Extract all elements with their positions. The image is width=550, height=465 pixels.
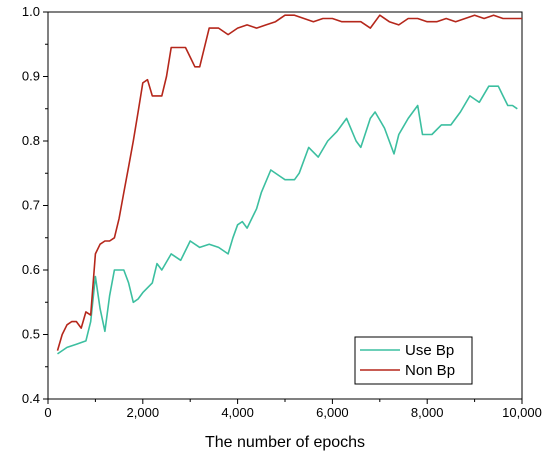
x-axis-title: The number of epochs — [205, 434, 365, 451]
x-tick-label: 2,000 — [127, 405, 160, 420]
series-line-use-bp — [57, 85, 518, 355]
axis-ticks: 0 2,000 4,000 6,000 8,000 10,000 0.4 0.5 0.6 0.7 0… — [22, 4, 542, 420]
series-line-non-bp — [56, 14, 522, 351]
series-lines — [56, 14, 522, 355]
legend-label-use-bp: Use Bp — [405, 342, 454, 359]
x-tick-label: 0 — [44, 405, 51, 420]
legend-box — [354, 336, 473, 385]
y-tick-label: 0.4 — [22, 391, 40, 406]
x-tick-label: 8,000 — [411, 405, 444, 420]
legend: Use Bp Non Bp — [354, 336, 473, 385]
x-tick-label: 10,000 — [502, 405, 542, 420]
y-tick-label: 0.8 — [22, 133, 40, 148]
y-tick-label: 1.0 — [22, 4, 40, 19]
x-tick-label: 6,000 — [316, 405, 349, 420]
legend-label-non-bp: Non Bp — [405, 362, 455, 379]
y-tick-label: 0.9 — [22, 69, 40, 84]
y-tick-label: 0.6 — [22, 262, 40, 277]
y-tick-label: 0.7 — [22, 198, 40, 213]
x-tick-label: 4,000 — [221, 405, 254, 420]
y-tick-label: 0.5 — [22, 327, 40, 342]
